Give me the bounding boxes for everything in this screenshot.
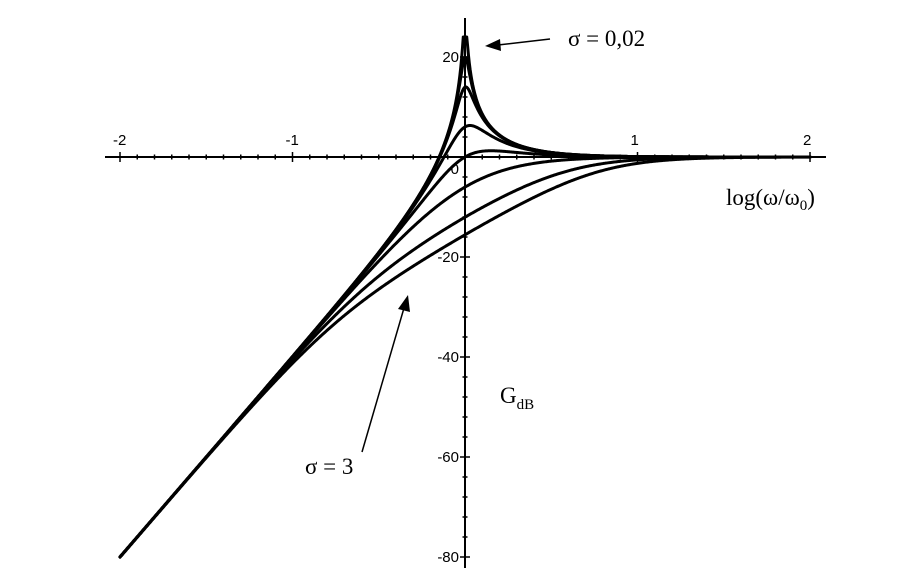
y-tick-label: -40: [437, 349, 459, 366]
y-axis-title: GdB: [500, 383, 534, 413]
x-tick-label: -1: [286, 132, 299, 149]
y-tick-label: 0: [451, 161, 459, 178]
annotation-sigma-002: σ = 0,02: [568, 26, 645, 51]
x-tick-label: 2: [803, 132, 811, 149]
annotation-arrow-top: [497, 38, 551, 46]
tick-labels-group: -2 -1 1 2 20 0 -20 -40 -60 -80: [113, 49, 811, 566]
annotation-sigma-3: σ = 3: [305, 454, 353, 479]
y-tick-label: -60: [437, 449, 459, 466]
x-tick-label: 1: [631, 132, 639, 149]
annotation-arrow-bottom: [361, 307, 405, 453]
x-tick-label: -2: [113, 132, 126, 149]
ticks-group: [119, 56, 811, 558]
x-axis-title: log(ω/ω0): [726, 185, 815, 214]
annotation-arrowhead-bottom: [398, 295, 410, 312]
y-tick-label: -20: [437, 249, 459, 266]
y-tick-label: -80: [437, 549, 459, 566]
annotation-arrowhead-top: [485, 39, 501, 51]
y-tick-label: 20: [442, 49, 459, 66]
